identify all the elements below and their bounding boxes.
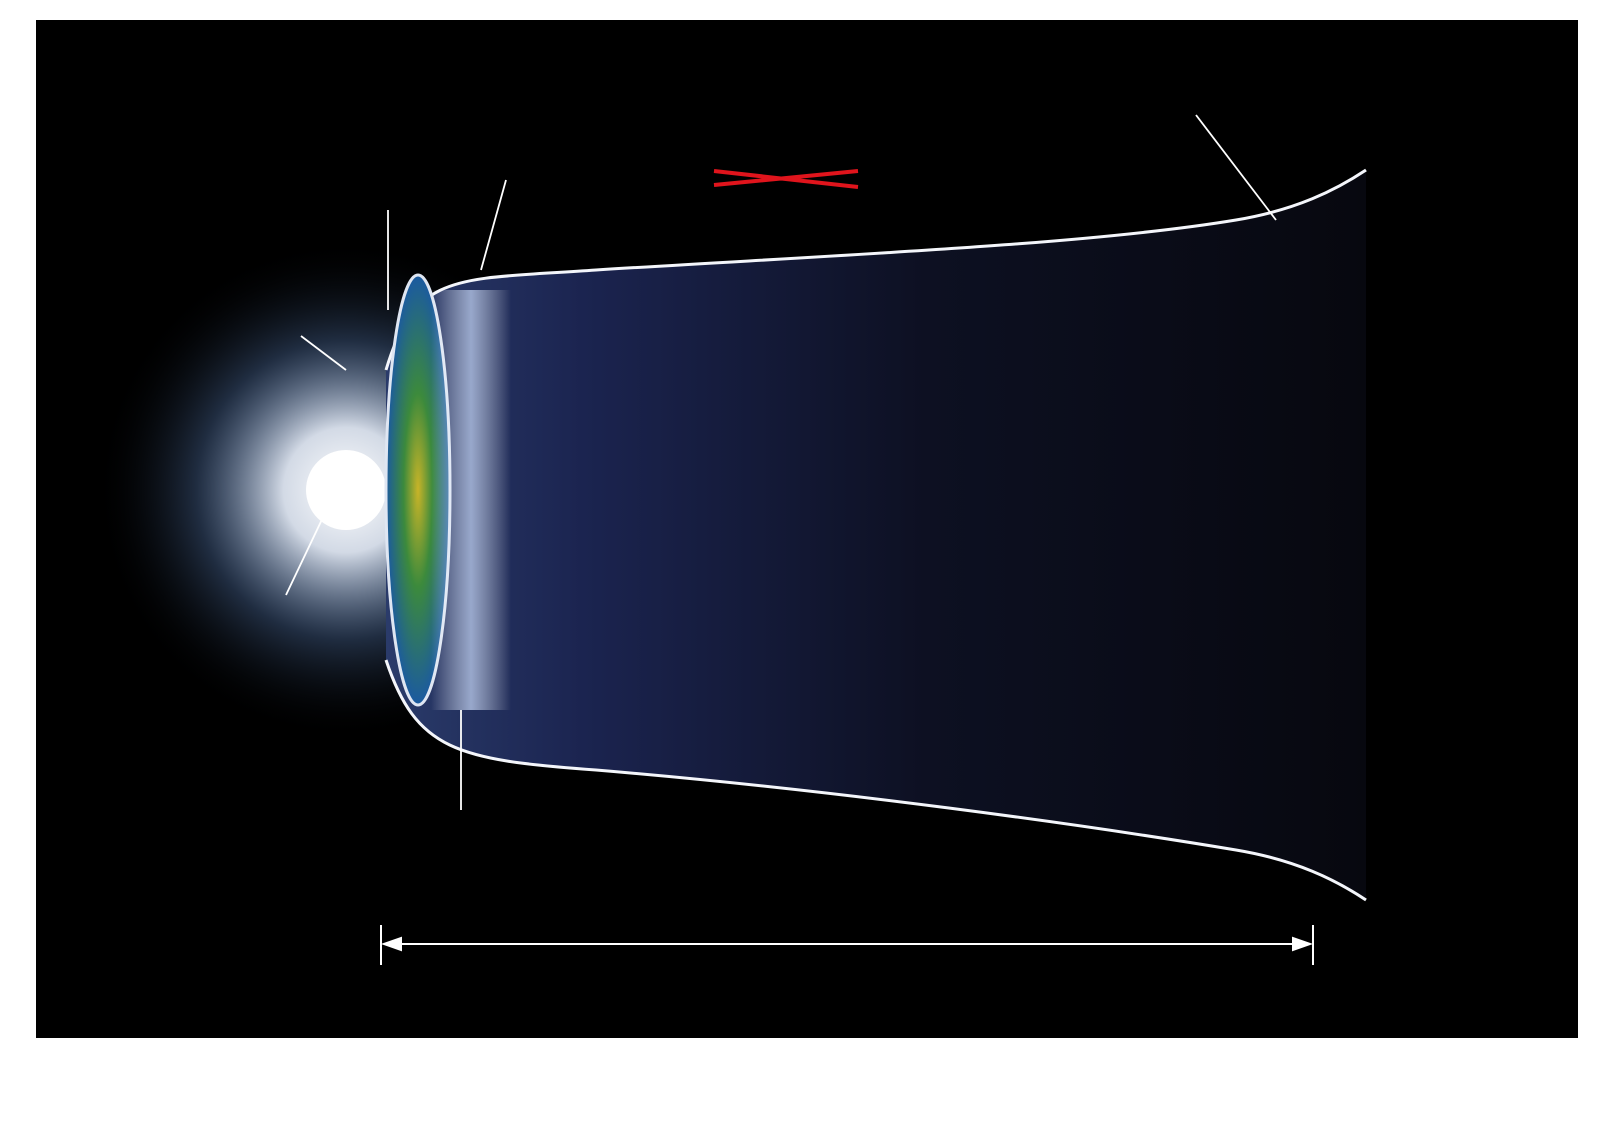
- red-strikethrough-mark: [713, 169, 859, 189]
- universe-expansion-figure: [36, 20, 1578, 1038]
- figure-artwork: [96, 114, 1367, 965]
